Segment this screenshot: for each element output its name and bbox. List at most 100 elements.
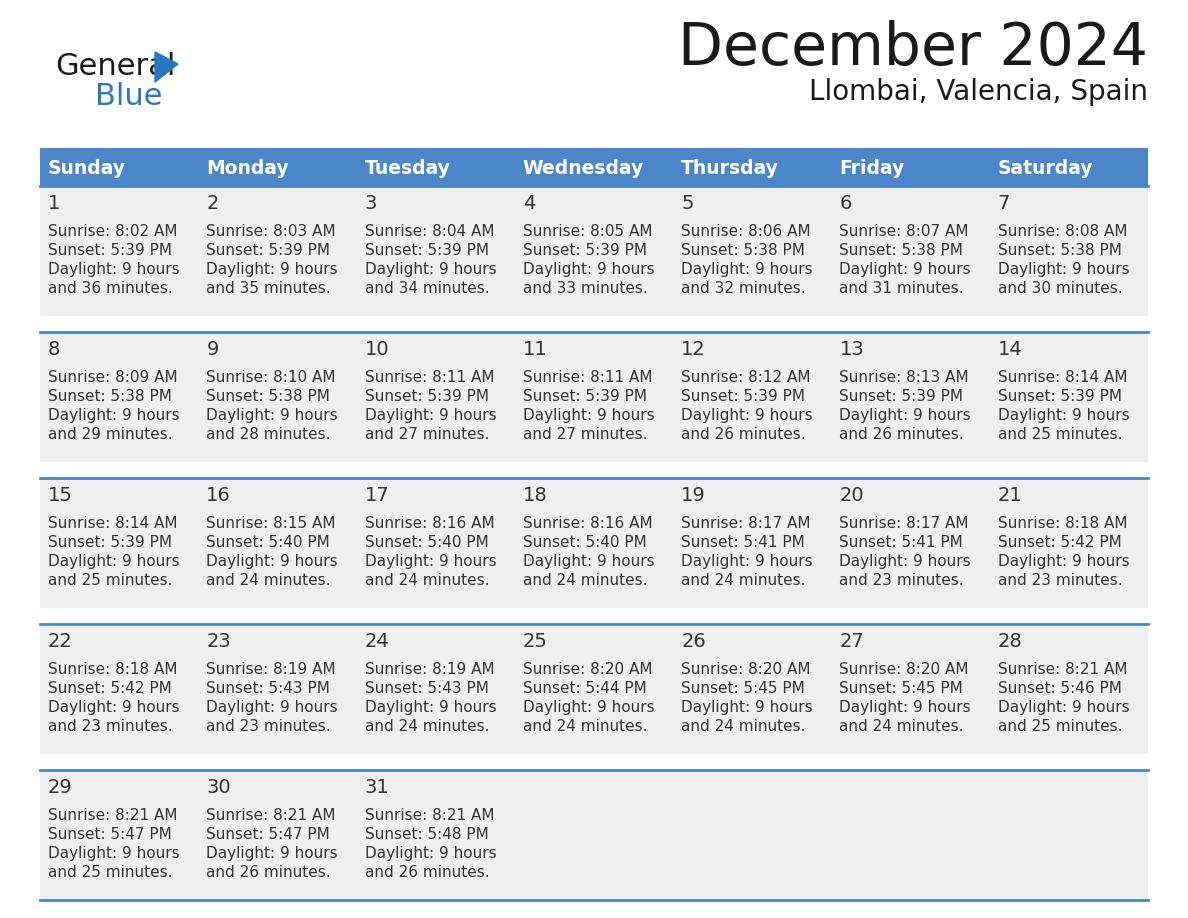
Text: and 25 minutes.: and 25 minutes.: [998, 427, 1123, 442]
Text: Sunset: 5:40 PM: Sunset: 5:40 PM: [207, 535, 330, 550]
Bar: [990, 624, 1148, 754]
Text: Daylight: 9 hours: Daylight: 9 hours: [840, 408, 971, 423]
Text: 6: 6: [840, 194, 852, 213]
Text: 7: 7: [998, 194, 1010, 213]
Text: 22: 22: [48, 632, 72, 651]
Text: Daylight: 9 hours: Daylight: 9 hours: [207, 262, 337, 277]
Text: 15: 15: [48, 486, 72, 505]
Bar: [514, 478, 674, 608]
Text: Sunrise: 8:17 AM: Sunrise: 8:17 AM: [681, 516, 810, 531]
Text: and 27 minutes.: and 27 minutes.: [523, 427, 647, 442]
Text: 9: 9: [207, 340, 219, 359]
Text: Sunset: 5:41 PM: Sunset: 5:41 PM: [840, 535, 963, 550]
Text: Sunset: 5:44 PM: Sunset: 5:44 PM: [523, 681, 646, 696]
Text: Sunset: 5:42 PM: Sunset: 5:42 PM: [48, 681, 172, 696]
Text: Daylight: 9 hours: Daylight: 9 hours: [48, 262, 179, 277]
Text: 21: 21: [998, 486, 1023, 505]
Bar: [356, 478, 514, 608]
Bar: [198, 624, 356, 754]
Text: Sunset: 5:43 PM: Sunset: 5:43 PM: [207, 681, 330, 696]
Text: Sunset: 5:47 PM: Sunset: 5:47 PM: [48, 827, 172, 842]
Text: and 29 minutes.: and 29 minutes.: [48, 427, 172, 442]
Text: and 25 minutes.: and 25 minutes.: [48, 865, 172, 880]
Text: 29: 29: [48, 778, 72, 797]
Bar: [832, 186, 990, 316]
Text: Sunrise: 8:15 AM: Sunrise: 8:15 AM: [207, 516, 336, 531]
Bar: [198, 186, 356, 316]
Bar: [198, 148, 356, 186]
Bar: [990, 770, 1148, 900]
Bar: [356, 624, 514, 754]
Bar: [198, 478, 356, 608]
Text: Sunrise: 8:14 AM: Sunrise: 8:14 AM: [48, 516, 177, 531]
Text: Sunrise: 8:05 AM: Sunrise: 8:05 AM: [523, 224, 652, 239]
Text: Sunset: 5:46 PM: Sunset: 5:46 PM: [998, 681, 1121, 696]
Bar: [514, 148, 674, 186]
Text: Daylight: 9 hours: Daylight: 9 hours: [523, 408, 655, 423]
Text: and 36 minutes.: and 36 minutes.: [48, 281, 172, 296]
Text: Daylight: 9 hours: Daylight: 9 hours: [998, 700, 1130, 715]
Text: Daylight: 9 hours: Daylight: 9 hours: [998, 408, 1130, 423]
Bar: [40, 332, 198, 462]
Bar: [40, 148, 198, 186]
Text: Sunrise: 8:21 AM: Sunrise: 8:21 AM: [207, 808, 336, 823]
Text: Blue: Blue: [95, 82, 163, 111]
Text: Sunrise: 8:18 AM: Sunrise: 8:18 AM: [998, 516, 1127, 531]
Text: and 23 minutes.: and 23 minutes.: [48, 719, 172, 734]
Text: Sunrise: 8:12 AM: Sunrise: 8:12 AM: [681, 370, 810, 385]
Text: Sunrise: 8:19 AM: Sunrise: 8:19 AM: [365, 662, 494, 677]
Text: and 35 minutes.: and 35 minutes.: [207, 281, 331, 296]
Text: Sunset: 5:39 PM: Sunset: 5:39 PM: [48, 535, 172, 550]
Text: Sunset: 5:43 PM: Sunset: 5:43 PM: [365, 681, 488, 696]
Text: Daylight: 9 hours: Daylight: 9 hours: [48, 408, 179, 423]
Text: Sunrise: 8:20 AM: Sunrise: 8:20 AM: [681, 662, 810, 677]
Text: Sunset: 5:45 PM: Sunset: 5:45 PM: [840, 681, 963, 696]
Text: Daylight: 9 hours: Daylight: 9 hours: [681, 262, 813, 277]
Text: Daylight: 9 hours: Daylight: 9 hours: [523, 262, 655, 277]
Text: and 26 minutes.: and 26 minutes.: [681, 427, 805, 442]
Text: Sunrise: 8:14 AM: Sunrise: 8:14 AM: [998, 370, 1127, 385]
Text: Sunset: 5:39 PM: Sunset: 5:39 PM: [523, 243, 646, 258]
Bar: [40, 186, 198, 316]
Bar: [674, 332, 832, 462]
Text: Daylight: 9 hours: Daylight: 9 hours: [523, 554, 655, 569]
Text: 1: 1: [48, 194, 61, 213]
Bar: [674, 148, 832, 186]
Text: 19: 19: [681, 486, 706, 505]
Text: Sunset: 5:39 PM: Sunset: 5:39 PM: [998, 389, 1121, 404]
Bar: [356, 332, 514, 462]
Text: Thursday: Thursday: [681, 159, 779, 177]
Text: Sunrise: 8:20 AM: Sunrise: 8:20 AM: [523, 662, 652, 677]
Text: and 31 minutes.: and 31 minutes.: [840, 281, 963, 296]
Text: Sunrise: 8:16 AM: Sunrise: 8:16 AM: [365, 516, 494, 531]
Text: Sunrise: 8:16 AM: Sunrise: 8:16 AM: [523, 516, 652, 531]
Text: Sunset: 5:45 PM: Sunset: 5:45 PM: [681, 681, 805, 696]
Text: Sunset: 5:39 PM: Sunset: 5:39 PM: [365, 243, 488, 258]
Text: Sunrise: 8:09 AM: Sunrise: 8:09 AM: [48, 370, 178, 385]
Text: December 2024: December 2024: [678, 20, 1148, 77]
Bar: [198, 332, 356, 462]
Bar: [674, 770, 832, 900]
Text: 13: 13: [840, 340, 864, 359]
Text: Sunset: 5:39 PM: Sunset: 5:39 PM: [48, 243, 172, 258]
Text: and 34 minutes.: and 34 minutes.: [365, 281, 489, 296]
Text: and 23 minutes.: and 23 minutes.: [840, 573, 963, 588]
Text: and 27 minutes.: and 27 minutes.: [365, 427, 489, 442]
Text: Sunset: 5:39 PM: Sunset: 5:39 PM: [840, 389, 963, 404]
Bar: [832, 624, 990, 754]
Text: Daylight: 9 hours: Daylight: 9 hours: [207, 700, 337, 715]
Text: Sunset: 5:39 PM: Sunset: 5:39 PM: [365, 389, 488, 404]
Text: 28: 28: [998, 632, 1023, 651]
Text: Sunset: 5:38 PM: Sunset: 5:38 PM: [681, 243, 805, 258]
Text: and 32 minutes.: and 32 minutes.: [681, 281, 805, 296]
Bar: [40, 770, 198, 900]
Text: 14: 14: [998, 340, 1023, 359]
Text: Sunset: 5:39 PM: Sunset: 5:39 PM: [681, 389, 805, 404]
Text: 10: 10: [365, 340, 390, 359]
Text: Sunrise: 8:18 AM: Sunrise: 8:18 AM: [48, 662, 177, 677]
Text: and 33 minutes.: and 33 minutes.: [523, 281, 647, 296]
Text: 3: 3: [365, 194, 377, 213]
Text: 18: 18: [523, 486, 548, 505]
Text: Sunset: 5:38 PM: Sunset: 5:38 PM: [48, 389, 172, 404]
Text: 23: 23: [207, 632, 230, 651]
